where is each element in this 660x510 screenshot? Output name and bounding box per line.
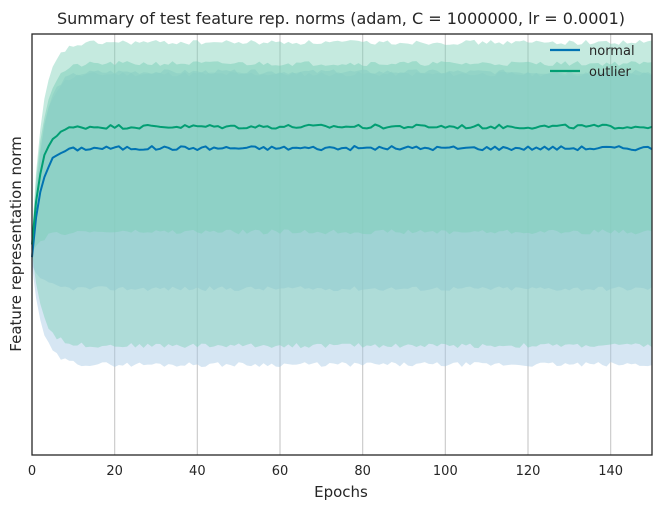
confidence-bands	[32, 39, 652, 367]
series-lines	[31, 123, 653, 258]
x-tick-label: 100	[433, 464, 458, 479]
plot-frame	[31, 33, 653, 456]
x-tick-label: 20	[106, 464, 123, 479]
x-tick-label: 80	[354, 464, 371, 479]
series-line-normal	[31, 145, 653, 258]
y-axis-label: Feature representation norm	[7, 136, 25, 351]
legend-label-normal: normal	[589, 44, 635, 59]
chart-title: Summary of test feature rep. norms (adam…	[57, 9, 625, 28]
x-tick-label: 40	[189, 464, 206, 479]
x-tick-label: 140	[598, 464, 623, 479]
x-axis-label: Epochs	[314, 483, 368, 501]
legend-label-outlier: outlier	[589, 65, 632, 80]
x-axis-ticks: 0 20 40 60 80 100 120 140	[28, 464, 623, 479]
x-tick-label: 60	[272, 464, 289, 479]
band-outlier-band_inner	[32, 61, 652, 253]
legend: normal outlier	[550, 44, 635, 80]
x-tick-label: 120	[516, 464, 541, 479]
series-line-outlier	[31, 123, 653, 245]
x-tick-label: 0	[28, 464, 36, 479]
